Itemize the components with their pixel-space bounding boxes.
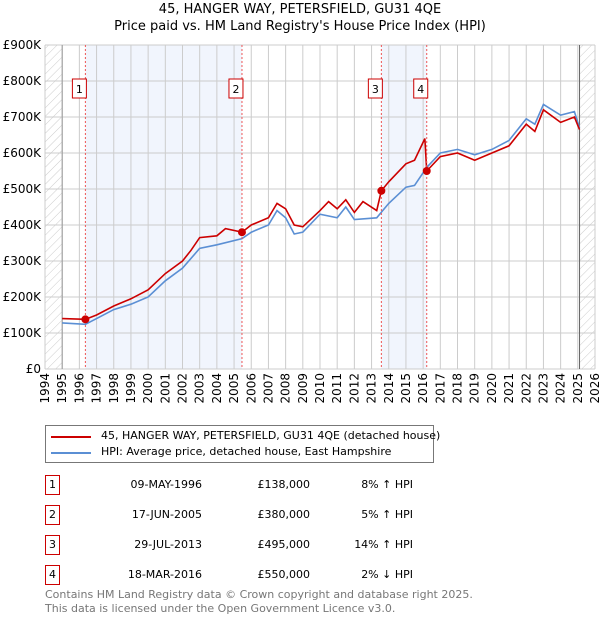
x-tick-label: 2001 [158, 373, 172, 404]
y-tick-label: £400K [3, 218, 43, 232]
transaction-row: 1 09-MAY-1996 £138,000 8% ↑ HPI [45, 475, 445, 495]
transaction-price: £380,000 [257, 508, 311, 521]
y-tick-label: £100K [3, 326, 43, 340]
legend: 45, HANGER WAY, PETERSFIELD, GU31 4QE (d… [45, 425, 440, 463]
transaction-row: 4 18-MAR-2016 £550,000 2% ↓ HPI [45, 565, 445, 585]
x-tick-label: 2025 [571, 373, 585, 404]
x-tick-label: 2016 [416, 373, 430, 404]
y-tick-label: £700K [3, 110, 43, 124]
transaction-number: 4 [45, 565, 60, 585]
x-tick-label: 2010 [313, 373, 327, 404]
transaction-date: 17-JUN-2005 [131, 508, 202, 521]
chart-title: 45, HANGER WAY, PETERSFIELD, GU31 4QE [158, 2, 442, 17]
transaction-price: £550,000 [257, 568, 311, 581]
x-tick-label: 2017 [433, 373, 447, 404]
x-tick-label: 2014 [382, 373, 396, 404]
price-chart: 1 2 3 4 1994 1995 1996 1997 1998 1999 2000 2001 2002… [3, 38, 600, 404]
sale-label-box [413, 78, 429, 99]
x-tick-label: 2018 [451, 373, 465, 404]
y-tick-label: £800K [3, 74, 43, 88]
transaction-hpi-diff: 5% ↑ HPI [361, 508, 413, 521]
x-tick-label: 1996 [72, 373, 86, 404]
y-tick-label: £200K [3, 290, 43, 304]
x-tick-label: 2004 [210, 373, 224, 404]
sale-label-box [228, 78, 244, 99]
x-tick-label: 1998 [107, 373, 121, 404]
sale-point [377, 186, 386, 195]
y-tick-label: £600K [3, 146, 43, 160]
hatched-region-before-data [45, 45, 63, 369]
transaction-row: 2 17-JUN-2005 £380,000 5% ↑ HPI [45, 505, 445, 525]
transaction-hpi-diff: 8% ↑ HPI [361, 478, 413, 491]
sale-point [81, 315, 90, 324]
shaded-span [85, 45, 242, 369]
x-tick-label: 2012 [347, 373, 361, 404]
sale-label: 1 [76, 83, 83, 96]
x-tick-label: 2002 [176, 373, 190, 404]
x-tick-label: 2005 [227, 373, 241, 404]
x-tick-label: 2003 [193, 373, 207, 404]
legend-swatch-property [51, 436, 91, 438]
transaction-number: 2 [45, 505, 60, 525]
sale-label-box [71, 78, 87, 99]
transaction-date: 18-MAR-2016 [127, 568, 202, 581]
x-tick-label: 2024 [554, 373, 568, 404]
sale-point [237, 228, 246, 237]
x-tick-label: 2022 [519, 373, 533, 404]
property-price-line [62, 108, 581, 321]
x-tick-label: 2015 [399, 373, 413, 404]
x-tick-label: 1999 [124, 373, 138, 404]
x-tick-label: 2013 [365, 373, 379, 404]
hatched-region-after-data [579, 45, 595, 369]
sale-point [422, 167, 431, 175]
transaction-number: 1 [45, 475, 60, 495]
x-tick-label: 2008 [279, 373, 293, 404]
x-tick-label: 1994 [38, 373, 52, 404]
transaction-price: £495,000 [257, 538, 311, 551]
y-tick-label: £0 [26, 362, 41, 376]
sale-label-box [367, 78, 383, 99]
x-tick-label: 2007 [261, 373, 275, 404]
x-tick-label: 2009 [296, 373, 310, 404]
y-tick-label: £500K [3, 182, 43, 196]
transaction-date: 09-MAY-1996 [130, 478, 202, 491]
x-tick-label: 2019 [468, 373, 482, 404]
chart-subtitle: Price paid vs. HM Land Registry's House … [114, 19, 486, 34]
transaction-hpi-diff: 14% ↑ HPI [354, 538, 413, 551]
footer-copyright: Contains HM Land Registry data © Crown c… [45, 588, 473, 601]
sale-label: 2 [232, 83, 239, 96]
transaction-number: 3 [45, 535, 60, 555]
x-tick-label: 2000 [141, 373, 155, 404]
x-tick-label: 2020 [485, 373, 499, 404]
x-tick-label: 2011 [330, 373, 344, 404]
sale-label: 4 [417, 83, 424, 96]
x-tick-label: 2006 [244, 373, 258, 404]
x-tick-label: 2021 [502, 373, 516, 404]
y-tick-label: £900K [3, 38, 43, 52]
transaction-row: 3 29-JUL-2013 £495,000 14% ↑ HPI [45, 535, 445, 555]
x-tick-label: 2026 [588, 373, 600, 404]
x-tick-label: 2023 [536, 373, 550, 404]
sale-label: 3 [372, 83, 379, 96]
transaction-date: 29-JUL-2013 [134, 538, 202, 551]
x-tick-label: 1997 [90, 373, 104, 404]
hpi-line [62, 103, 581, 326]
transaction-hpi-diff: 2% ↓ HPI [361, 568, 413, 581]
x-tick-label: 1995 [55, 373, 69, 404]
y-tick-label: £300K [3, 254, 43, 268]
transaction-price: £138,000 [257, 478, 311, 491]
legend-swatch-hpi [51, 452, 91, 454]
legend-property: 45, HANGER WAY, PETERSFIELD, GU31 4QE (d… [101, 429, 441, 442]
legend-hpi: HPI: Average price, detached house, East… [101, 445, 392, 458]
footer-licence: This data is licensed under the Open Gov… [45, 602, 396, 615]
